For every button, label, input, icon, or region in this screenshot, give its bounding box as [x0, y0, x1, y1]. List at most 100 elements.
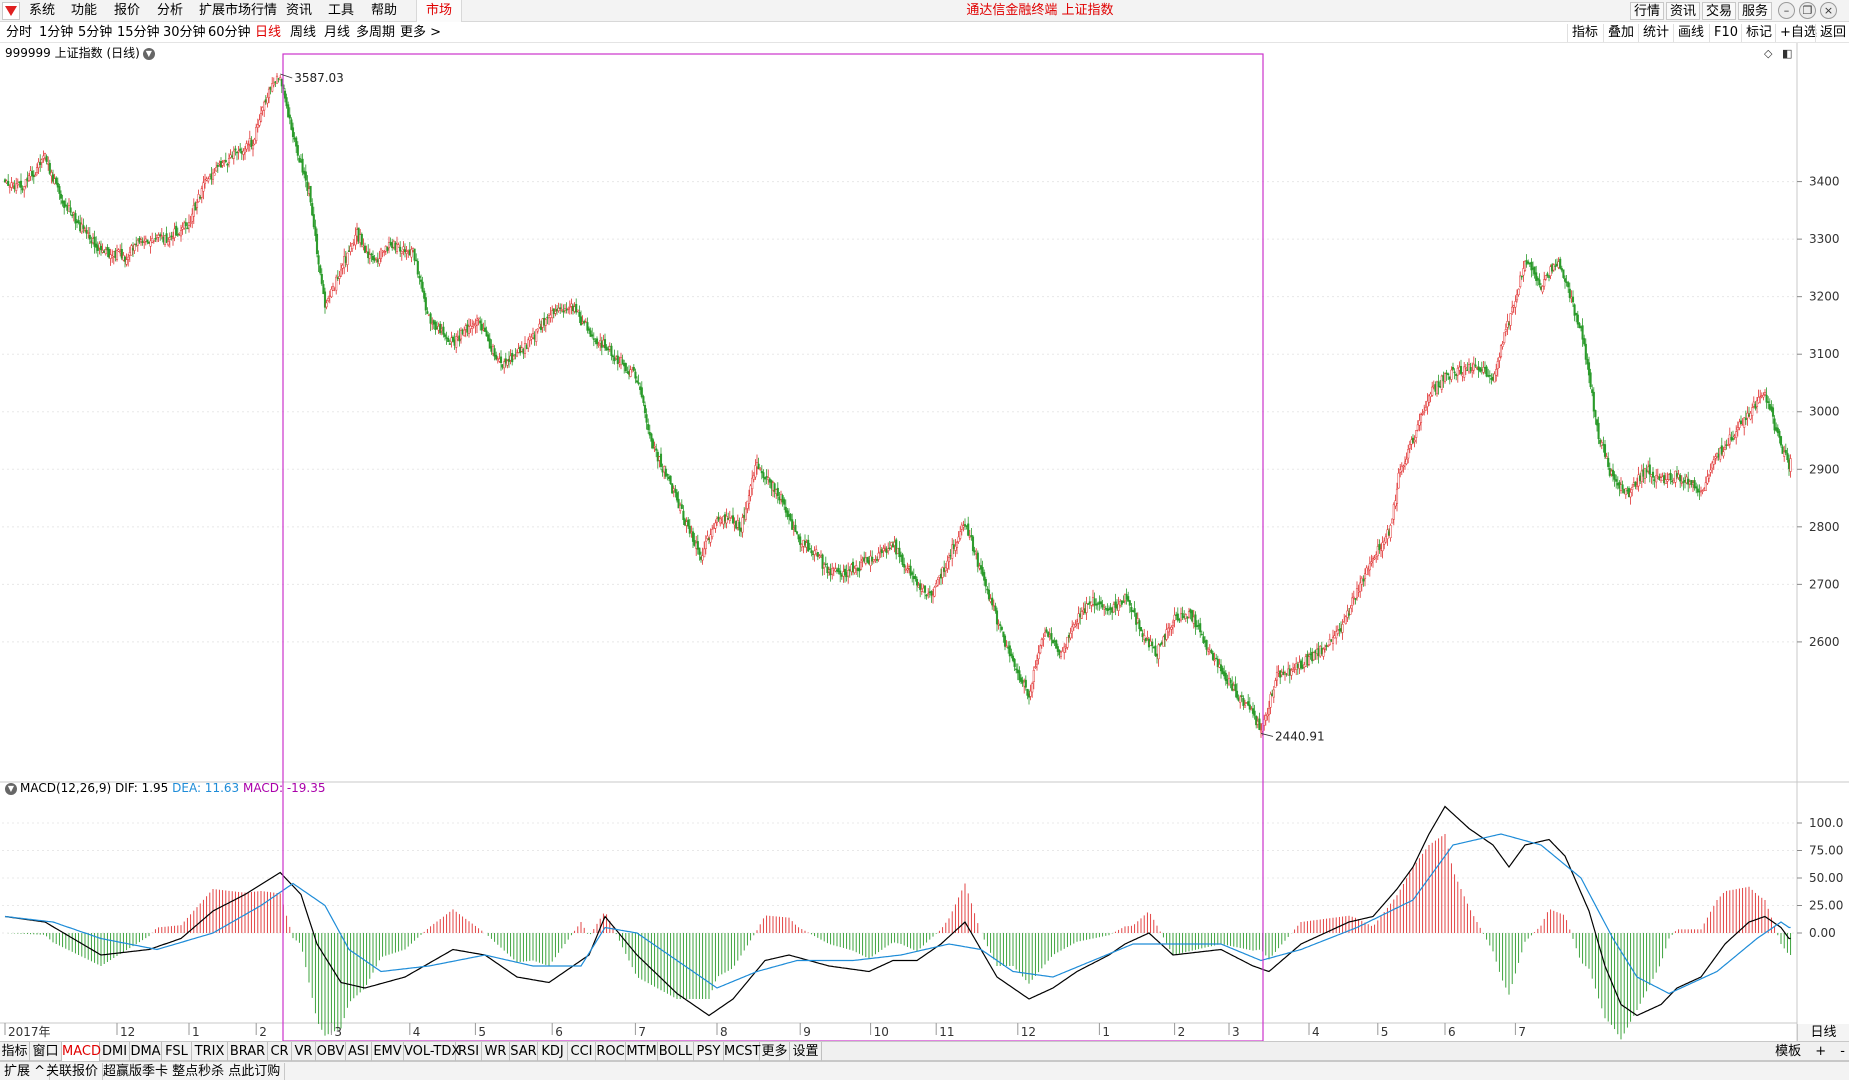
period-monthly[interactable]: 月线 — [324, 25, 351, 40]
status-promo-link[interactable]: 超赢版季卡 整点秒杀 点此订购 — [99, 1063, 286, 1080]
tool-add-watchlist[interactable]: +自选 — [1775, 24, 1821, 42]
menu-tools[interactable]: 工具 — [328, 3, 355, 18]
close-icon[interactable]: × — [1820, 2, 1837, 19]
indicator-tab-obv[interactable]: OBV — [316, 1042, 346, 1061]
period-multi[interactable]: 多周期 — [356, 25, 396, 40]
candle-body — [1736, 427, 1739, 431]
add-window-button[interactable]: + — [1815, 1044, 1827, 1059]
tool-indicator[interactable]: 指标 — [1567, 24, 1602, 42]
candle-body — [191, 213, 194, 222]
indicator-tab-cci[interactable]: CCI — [568, 1042, 596, 1061]
indicator-tab-macd[interactable]: MACD — [62, 1042, 101, 1061]
candle-body — [64, 204, 67, 207]
panel-toggle-icon[interactable]: ◧ — [1781, 47, 1793, 60]
candle-body — [1416, 424, 1419, 431]
candle-body — [1077, 613, 1080, 624]
candle-body — [650, 433, 653, 442]
period-15min[interactable]: 15分钟 — [117, 25, 160, 40]
candle-body — [125, 259, 128, 265]
indicator-tab--[interactable]: 更多 — [760, 1042, 790, 1061]
indicator-tab--[interactable]: 指标 — [0, 1042, 30, 1061]
time-tick-label: 6 — [555, 1025, 563, 1039]
indicator-tab-dma[interactable]: DMA — [130, 1042, 162, 1061]
indicator-tab-kdj[interactable]: KDJ — [538, 1042, 568, 1061]
minimize-icon[interactable]: – — [1778, 2, 1795, 19]
tool-mark[interactable]: 标记 — [1741, 24, 1776, 42]
chevron-down-icon[interactable]: ▼ — [5, 782, 17, 795]
indicator-tab-wr[interactable]: WR — [482, 1042, 510, 1061]
indicator-tab--[interactable]: 窗口 — [30, 1042, 62, 1061]
indicator-tab-trix[interactable]: TRIX — [192, 1042, 228, 1061]
status-linked-quote[interactable]: 关联报价 — [42, 1063, 104, 1080]
period-5min[interactable]: 5分钟 — [78, 25, 113, 40]
app-logo-icon[interactable] — [2, 2, 20, 20]
period-intraday[interactable]: 分时 — [6, 25, 33, 40]
indicator-tab-vol-tdx[interactable]: VOL-TDX — [404, 1042, 461, 1061]
period-daily[interactable]: 日线 — [255, 25, 282, 40]
candle-body — [946, 560, 949, 569]
indicator-tab-mcst[interactable]: MCST — [724, 1042, 761, 1061]
menu-analysis[interactable]: 分析 — [157, 3, 184, 18]
high-marker-line — [280, 73, 293, 79]
period-30min[interactable]: 30分钟 — [163, 25, 206, 40]
menu-system[interactable]: 系统 — [29, 3, 56, 18]
diamond-icon[interactable]: ◇ — [1764, 47, 1773, 60]
chevron-down-icon[interactable]: ▼ — [142, 47, 155, 60]
candle-body — [1440, 375, 1443, 390]
menu-function[interactable]: 功能 — [71, 3, 98, 18]
top-button-news[interactable]: 资讯 — [1666, 2, 1700, 20]
status-bar: 扩展 ^ 关联报价 超赢版季卡 整点秒杀 点此订购 — [0, 1061, 1849, 1080]
candle-body — [463, 329, 466, 337]
top-button-service[interactable]: 服务 — [1738, 2, 1772, 20]
candle-body — [1474, 364, 1477, 367]
candle-body — [295, 137, 298, 147]
indicator-tab-asi[interactable]: ASI — [346, 1042, 372, 1061]
tool-draw[interactable]: 画线 — [1673, 24, 1708, 42]
indicator-tab-rsi[interactable]: RSI — [456, 1042, 482, 1061]
indicator-tab-vr[interactable]: VR — [292, 1042, 316, 1061]
indicator-tab-roc[interactable]: ROC — [596, 1042, 626, 1061]
candle-body — [731, 515, 735, 524]
candle-body — [747, 495, 751, 504]
indicator-tab-psy[interactable]: PSY — [694, 1042, 724, 1061]
period-weekly[interactable]: 周线 — [290, 25, 317, 40]
menu-extended-market[interactable]: 扩展市场行情 — [199, 3, 278, 18]
indicator-tab-mtm[interactable]: MTM — [626, 1042, 658, 1061]
indicator-tab--[interactable]: 设置 — [790, 1042, 822, 1061]
indicator-tab-cr[interactable]: CR — [268, 1042, 292, 1061]
indicator-tab-dmi[interactable]: DMI — [100, 1042, 130, 1061]
tool-overlay[interactable]: 叠加 — [1603, 24, 1638, 42]
axis-period-label[interactable]: 日线 — [1797, 1024, 1849, 1042]
indicator-tab-sar[interactable]: SAR — [510, 1042, 538, 1061]
candle-body — [1064, 646, 1067, 649]
indicator-tab-emv[interactable]: EMV — [372, 1042, 404, 1061]
tool-stats[interactable]: 统计 — [1638, 24, 1673, 42]
top-button-market[interactable]: 行情 — [1630, 2, 1664, 20]
top-button-trade[interactable]: 交易 — [1702, 2, 1736, 20]
chart-canvas[interactable]: 340033003200310030002900280027002600100.… — [0, 43, 1849, 1041]
template-button[interactable]: 模板 — [1775, 1044, 1802, 1059]
menu-market-tab[interactable]: 市场 — [416, 0, 462, 22]
candle-body — [971, 536, 975, 552]
indicator-tab-brar[interactable]: BRAR — [228, 1042, 268, 1061]
candle-body — [986, 588, 989, 591]
indicator-tab-boll[interactable]: BOLL — [658, 1042, 694, 1061]
candle-body — [1535, 272, 1538, 281]
candle-body — [1471, 370, 1474, 373]
candle-body — [760, 470, 763, 474]
menu-quote[interactable]: 报价 — [114, 3, 141, 18]
indicator-tab-fsl[interactable]: FSL — [162, 1042, 192, 1061]
selection-box[interactable] — [282, 53, 1264, 1041]
tool-f10[interactable]: F10 — [1709, 24, 1742, 42]
period-more[interactable]: 更多 > — [400, 25, 442, 40]
stock-title[interactable]: 999999 上证指数 (日线) ▼ — [5, 46, 155, 60]
tool-back[interactable]: 返回 — [1815, 24, 1849, 42]
period-1min[interactable]: 1分钟 — [39, 25, 74, 40]
menu-help[interactable]: 帮助 — [371, 3, 398, 18]
menu-info[interactable]: 资讯 — [286, 3, 313, 18]
candle-body — [749, 485, 752, 497]
status-expand[interactable]: 扩展 ^ — [0, 1063, 51, 1080]
remove-window-button[interactable]: - — [1840, 1044, 1845, 1059]
restore-icon[interactable]: ❐ — [1799, 2, 1816, 19]
period-60min[interactable]: 60分钟 — [208, 25, 251, 40]
